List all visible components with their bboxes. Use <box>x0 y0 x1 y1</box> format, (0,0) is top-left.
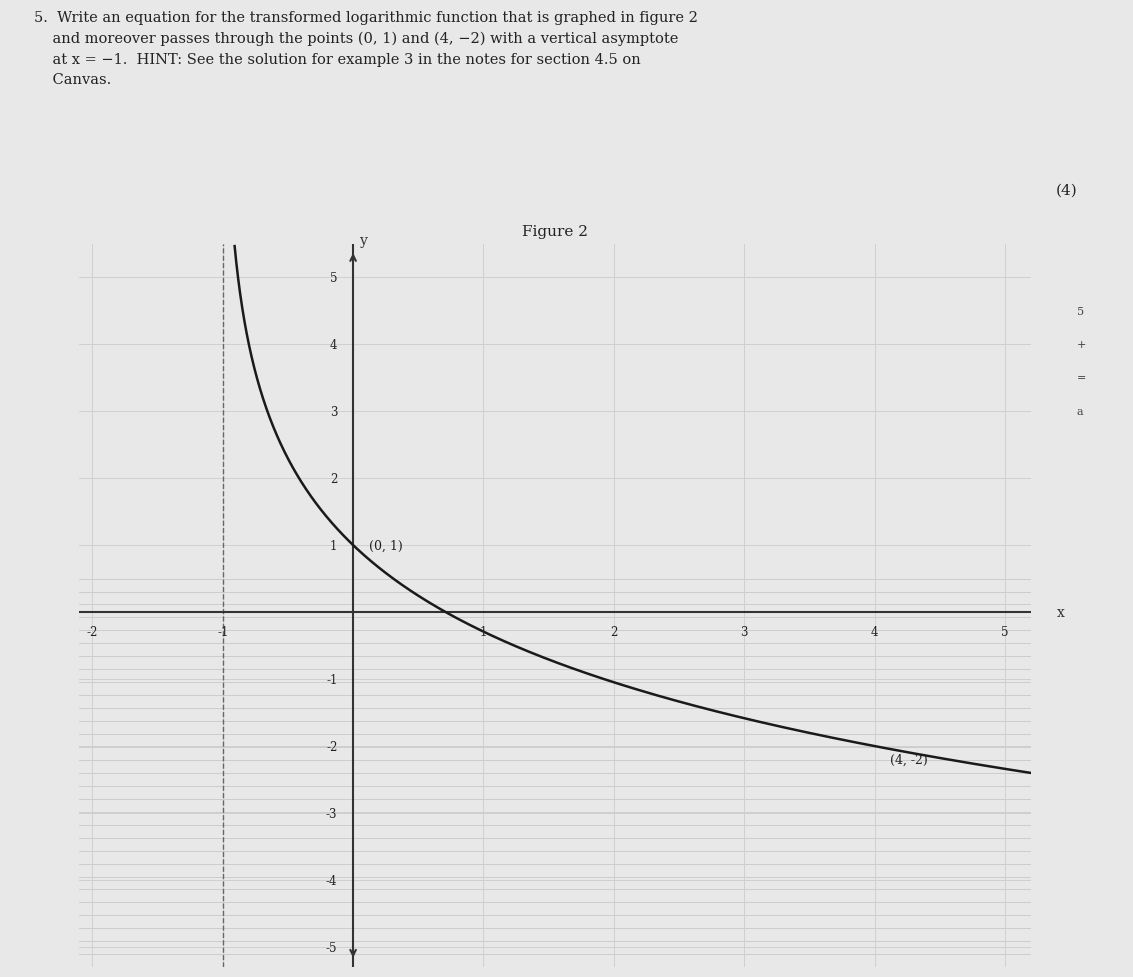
Text: -2: -2 <box>326 740 338 753</box>
Text: 4: 4 <box>330 338 338 351</box>
Text: 4: 4 <box>871 626 878 639</box>
Text: (4, -2): (4, -2) <box>891 753 928 766</box>
Text: +: + <box>1076 340 1087 350</box>
Text: (0, 1): (0, 1) <box>368 539 402 552</box>
Text: =: = <box>1076 373 1087 383</box>
Title: Figure 2: Figure 2 <box>522 225 588 239</box>
Text: (4): (4) <box>1056 184 1077 197</box>
Text: 2: 2 <box>330 472 338 485</box>
Text: x: x <box>1057 606 1065 619</box>
Text: 5: 5 <box>1002 626 1008 639</box>
Text: -1: -1 <box>218 626 229 639</box>
Text: 3: 3 <box>330 405 338 418</box>
Text: -1: -1 <box>326 673 338 686</box>
Text: 2: 2 <box>611 626 617 639</box>
Text: y: y <box>359 234 367 247</box>
Text: 1: 1 <box>330 539 338 552</box>
Text: 5: 5 <box>330 272 338 284</box>
Text: 3: 3 <box>741 626 748 639</box>
Text: -4: -4 <box>326 873 338 887</box>
Text: -3: -3 <box>326 807 338 820</box>
Text: 5: 5 <box>1076 306 1084 317</box>
Text: -2: -2 <box>86 626 99 639</box>
Text: 5.  Write an equation for the transformed logarithmic function that is graphed i: 5. Write an equation for the transformed… <box>34 11 698 87</box>
Text: 1: 1 <box>479 626 487 639</box>
Text: -5: -5 <box>326 941 338 954</box>
Text: a: a <box>1076 406 1083 416</box>
